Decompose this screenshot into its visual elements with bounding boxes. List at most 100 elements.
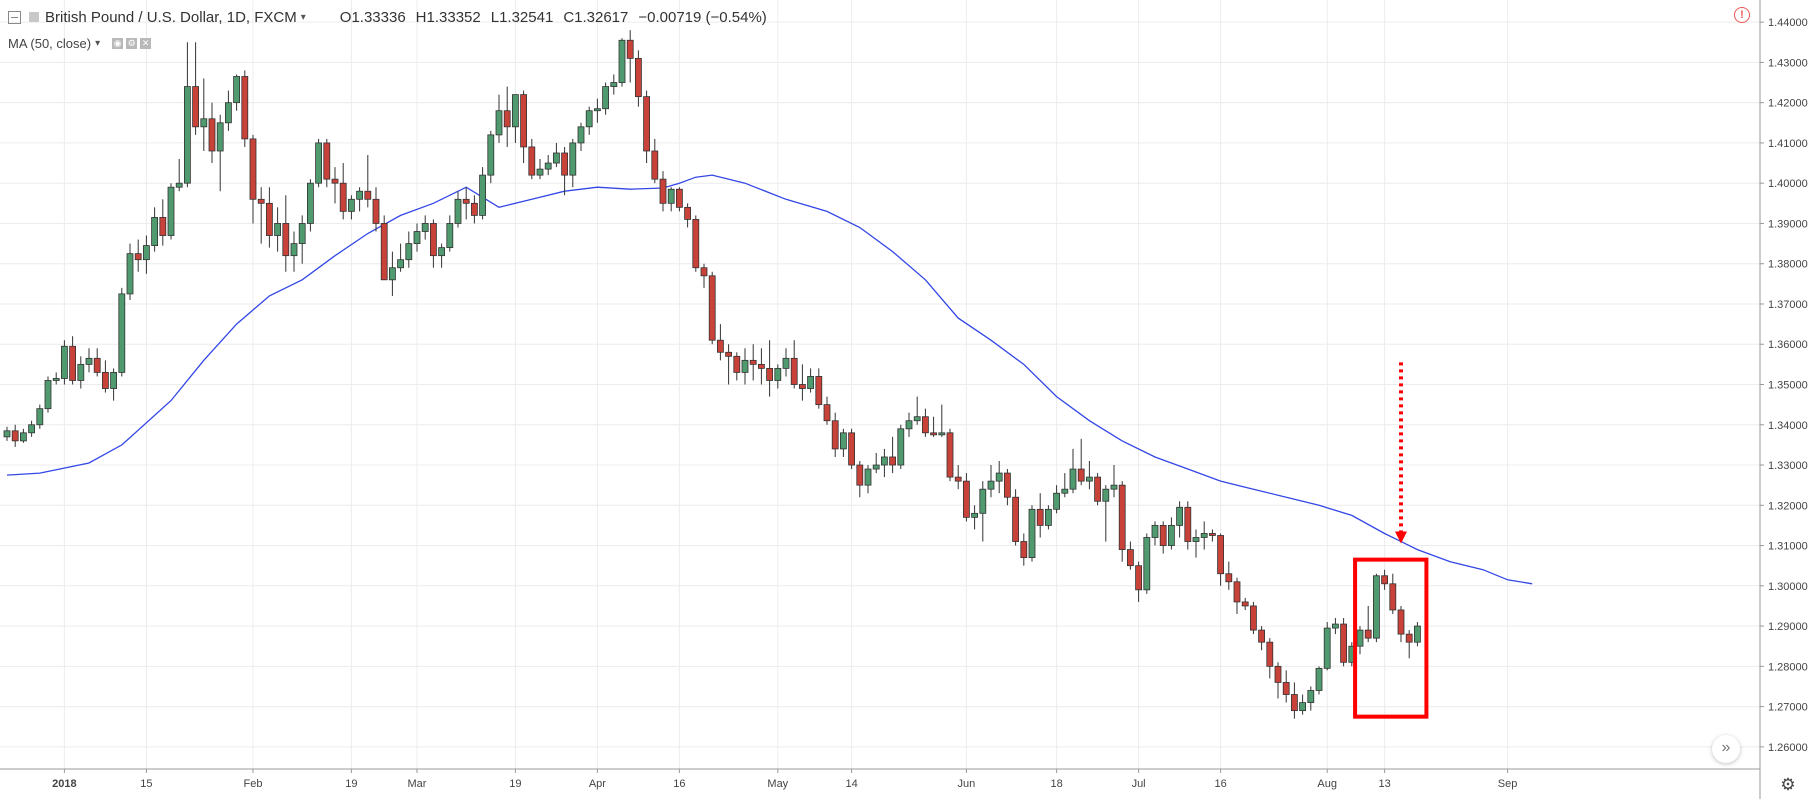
candle (495, 94, 503, 143)
candle (1004, 469, 1011, 506)
candle (257, 187, 265, 244)
candle (766, 340, 773, 397)
candle-body-up (356, 190, 364, 200)
candle (1397, 605, 1405, 643)
chevron-down-icon[interactable]: ▾ (300, 11, 306, 23)
candle-body-up (610, 82, 618, 87)
candle-body-down (1159, 525, 1167, 546)
candle-body-up (881, 456, 888, 466)
close-icon[interactable]: ✕ (140, 37, 152, 49)
candle (413, 223, 421, 252)
candle (1061, 473, 1069, 498)
symbol-title[interactable]: British Pound / U.S. Dollar, 1D, FXCM (45, 8, 297, 26)
price-tick-label: 1.40000 (1768, 178, 1808, 190)
price-tick-label: 1.32000 (1768, 500, 1808, 512)
candle (462, 187, 470, 220)
candle-body-down (192, 86, 200, 128)
arrow-head-icon[interactable] (1395, 531, 1407, 544)
change-value: −0.00719 (−0.54%) (638, 8, 767, 26)
candle (224, 90, 232, 131)
candle (1127, 541, 1134, 570)
candle (1045, 505, 1052, 530)
candle (1291, 682, 1298, 719)
candle (192, 42, 200, 135)
candle-body-up (1315, 667, 1323, 691)
candle (1340, 618, 1347, 667)
candle (930, 416, 937, 437)
candle (1364, 605, 1372, 643)
candle-body-down (364, 190, 372, 200)
candle-body-down (69, 345, 76, 381)
candle (28, 420, 36, 437)
gear-icon[interactable]: ⚙ (1780, 775, 1796, 794)
price-axis[interactable]: 1.26000 1.27000 1.28000 1.29000 1.30000 1.310… (1760, 17, 1808, 754)
price-tick-label: 1.26000 (1768, 742, 1808, 754)
price-tick-label: 1.30000 (1768, 581, 1808, 593)
candle (315, 138, 323, 188)
collapse-icon[interactable] (8, 10, 21, 24)
candle-body-up (126, 253, 134, 295)
candle (708, 271, 716, 345)
candle (1200, 521, 1208, 550)
candle (274, 207, 282, 252)
candle (503, 86, 511, 147)
highlight-rectangle[interactable] (1353, 557, 1429, 719)
candle-body-down (208, 118, 216, 152)
candle (306, 179, 314, 232)
candle (1053, 485, 1060, 514)
price-tick-label: 1.33000 (1768, 460, 1808, 472)
time-tick-label: Jul (1132, 778, 1146, 790)
candle (1028, 505, 1036, 562)
candle-body-up (741, 359, 749, 373)
candle-body-up (44, 380, 52, 410)
time-tick-label: 18 (1050, 778, 1062, 790)
indicator-title[interactable]: MA (50, close) (8, 35, 92, 51)
candle (717, 324, 724, 361)
price-tick-label: 1.39000 (1768, 218, 1808, 230)
candle-body-down (331, 178, 339, 184)
candle (438, 243, 446, 268)
candle (1356, 626, 1364, 655)
candle-body-up (1323, 627, 1331, 669)
candle-body-down (1364, 629, 1372, 639)
price-tick-label: 1.31000 (1768, 541, 1808, 553)
settings-small-icon[interactable]: ⚙ (126, 37, 138, 49)
candle (388, 251, 396, 296)
candle (1184, 501, 1192, 550)
candle-body-down (1094, 476, 1101, 502)
candle-body-up (872, 464, 880, 470)
candle (1258, 626, 1265, 651)
time-tick-label: 15 (140, 778, 152, 790)
time-tick-label: 13 (1378, 778, 1390, 790)
candle-body-up (413, 231, 421, 244)
candle (987, 465, 995, 498)
candle (1110, 465, 1118, 498)
candle (1332, 618, 1339, 635)
chevron-down-icon[interactable]: ▾ (95, 37, 101, 49)
candle (1094, 473, 1101, 506)
candle (626, 30, 634, 83)
candle (889, 436, 896, 474)
candle-body-up (216, 122, 224, 152)
warning-icon[interactable]: ! (1734, 7, 1750, 23)
candle-body-down (676, 188, 683, 208)
candle (126, 243, 134, 300)
candle (200, 78, 208, 151)
candle-body-up (667, 188, 675, 204)
ohlc-values: O1.33336 H1.33352 L1.32541 C1.32617 −0.0… (340, 9, 767, 26)
candle-body-down (1381, 575, 1388, 585)
candle (585, 106, 593, 135)
candle (881, 448, 888, 478)
eye-icon[interactable]: ◉ (112, 37, 124, 49)
time-axis[interactable]: 2018 15 Feb 19 Mar 19 Apr 16 May 14 Jun 18 Jul 16 Aug 1… (52, 769, 1517, 790)
candle (1266, 638, 1274, 679)
candle-body-up (1176, 506, 1183, 526)
candle (635, 50, 642, 107)
time-tick-label: Jun (958, 778, 976, 790)
candle (421, 215, 429, 240)
candle (110, 368, 117, 401)
scroll-to-latest-icon[interactable]: » (1712, 735, 1740, 763)
candle-body-down (708, 275, 716, 341)
candle-body-up (1356, 629, 1364, 647)
